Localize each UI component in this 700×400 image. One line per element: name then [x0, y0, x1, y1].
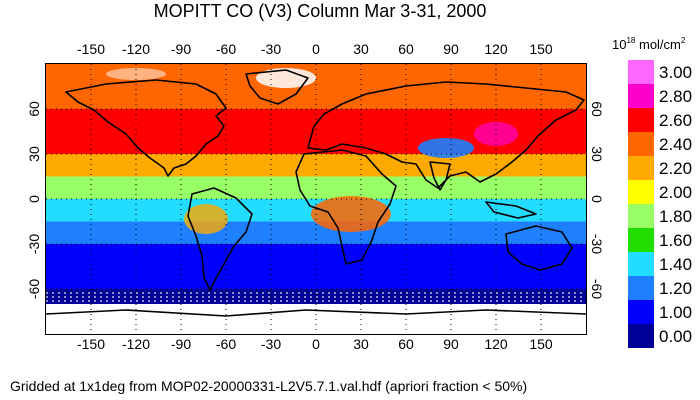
legend-swatch	[628, 300, 654, 324]
arctic-missing-data	[256, 68, 316, 88]
legend-swatch	[628, 324, 654, 348]
right-lat-tick-label: -60	[589, 278, 605, 300]
bottom-lon-tick-label: -30	[260, 336, 282, 352]
bottom-lon-tick-label: -150	[76, 336, 106, 352]
legend-label: 1.00	[659, 303, 693, 322]
latitude-band-5	[46, 221, 586, 244]
south-america-plume	[184, 204, 228, 234]
unit-exponent: 18	[626, 36, 636, 45]
top-lon-tick-label: 60	[398, 41, 414, 57]
bottom-lon-tick-label: -60	[215, 336, 237, 352]
legend-label: 2.40	[659, 135, 693, 154]
legend-label: 2.00	[659, 183, 693, 202]
right-lat-tick-label: 30	[589, 146, 605, 162]
top-lon-tick-label: 0	[312, 41, 320, 57]
south-america-outline	[187, 187, 253, 291]
eurasia-outline	[307, 81, 585, 189]
legend-swatch	[628, 156, 654, 180]
bottom-lon-tick-label: 0	[312, 336, 320, 352]
top-lon-tick-label: -120	[121, 41, 151, 57]
legend-label: 1.60	[659, 231, 693, 250]
left-lat-tick-label: 60	[26, 101, 42, 117]
greenland-outline	[245, 69, 309, 105]
graticule	[46, 64, 586, 334]
tibet-low-region	[418, 138, 474, 158]
legend-swatch	[628, 180, 654, 204]
legend-label: 2.80	[659, 87, 693, 106]
right-lat-tick-label: 0	[589, 195, 605, 203]
map-panel	[45, 63, 587, 335]
legend-label: 2.20	[659, 159, 693, 178]
legend-swatch	[628, 132, 654, 156]
top-lon-tick-label: 150	[529, 41, 553, 57]
latitude-band-3	[46, 176, 586, 199]
legend-label: 1.20	[659, 279, 693, 298]
india-outline	[429, 161, 451, 191]
legend-swatch	[628, 108, 654, 132]
left-lat-tick-label: -30	[26, 233, 42, 255]
top-lon-tick-label: -30	[260, 41, 282, 57]
right-lat-tick-label: -30	[589, 233, 605, 255]
bottom-lon-tick-label: -90	[170, 336, 192, 352]
latitude-band-2	[46, 154, 586, 177]
left-lat-tick-label: 30	[26, 146, 42, 162]
bottom-lon-tick-label: 150	[529, 336, 553, 352]
top-lon-tick-label: 30	[353, 41, 369, 57]
left-lat-tick-label: 0	[26, 195, 42, 203]
unit-rest: mol/cm	[635, 37, 681, 52]
latitude-band-6	[46, 244, 586, 289]
colorbar-unit-label: 1018 mol/cm2	[612, 36, 685, 52]
right-lat-tick-label: 60	[589, 101, 605, 117]
australia-outline	[505, 225, 573, 271]
north-america-outline	[65, 79, 227, 177]
legend-label: 1.80	[659, 207, 693, 226]
top-lon-tick-label: -60	[215, 41, 237, 57]
unit-rest-exponent: 2	[680, 36, 686, 45]
legend-label: 1.40	[659, 255, 693, 274]
legend-swatch	[628, 84, 654, 108]
footer-note: Gridded at 1x1deg from MOP02-20000331-L2…	[10, 378, 528, 394]
coastlines	[46, 69, 586, 317]
africa-burning-plume	[311, 196, 391, 232]
legend-swatch	[628, 204, 654, 228]
top-lon-tick-label: -90	[170, 41, 192, 57]
bottom-lon-tick-label: -120	[121, 336, 151, 352]
left-lat-tick-label: -60	[26, 278, 42, 300]
africa-outline	[295, 149, 397, 265]
bottom-lon-tick-label: 120	[484, 336, 508, 352]
unit-prefix: 10	[612, 37, 627, 52]
legend-swatch	[628, 252, 654, 276]
legend-swatch	[628, 276, 654, 300]
top-lon-tick-label: 120	[484, 41, 508, 57]
bottom-lon-tick-label: 60	[398, 336, 414, 352]
legend-label: 3.00	[659, 63, 693, 82]
legend-label: 0.00	[659, 327, 693, 346]
top-lon-tick-label: -150	[76, 41, 106, 57]
bottom-lon-tick-label: 30	[353, 336, 369, 352]
indonesia-outline	[485, 201, 537, 219]
map-title: MOPITT CO (V3) Column Mar 3-31, 2000	[153, 1, 487, 21]
co-column-map	[46, 64, 586, 334]
bottom-lon-tick-label: 90	[443, 336, 459, 352]
legend-label: 2.60	[659, 111, 693, 130]
antarctica-outline	[46, 309, 586, 317]
top-lon-tick-label: 90	[443, 41, 459, 57]
legend-swatch	[628, 60, 654, 84]
legend-swatch	[628, 228, 654, 252]
